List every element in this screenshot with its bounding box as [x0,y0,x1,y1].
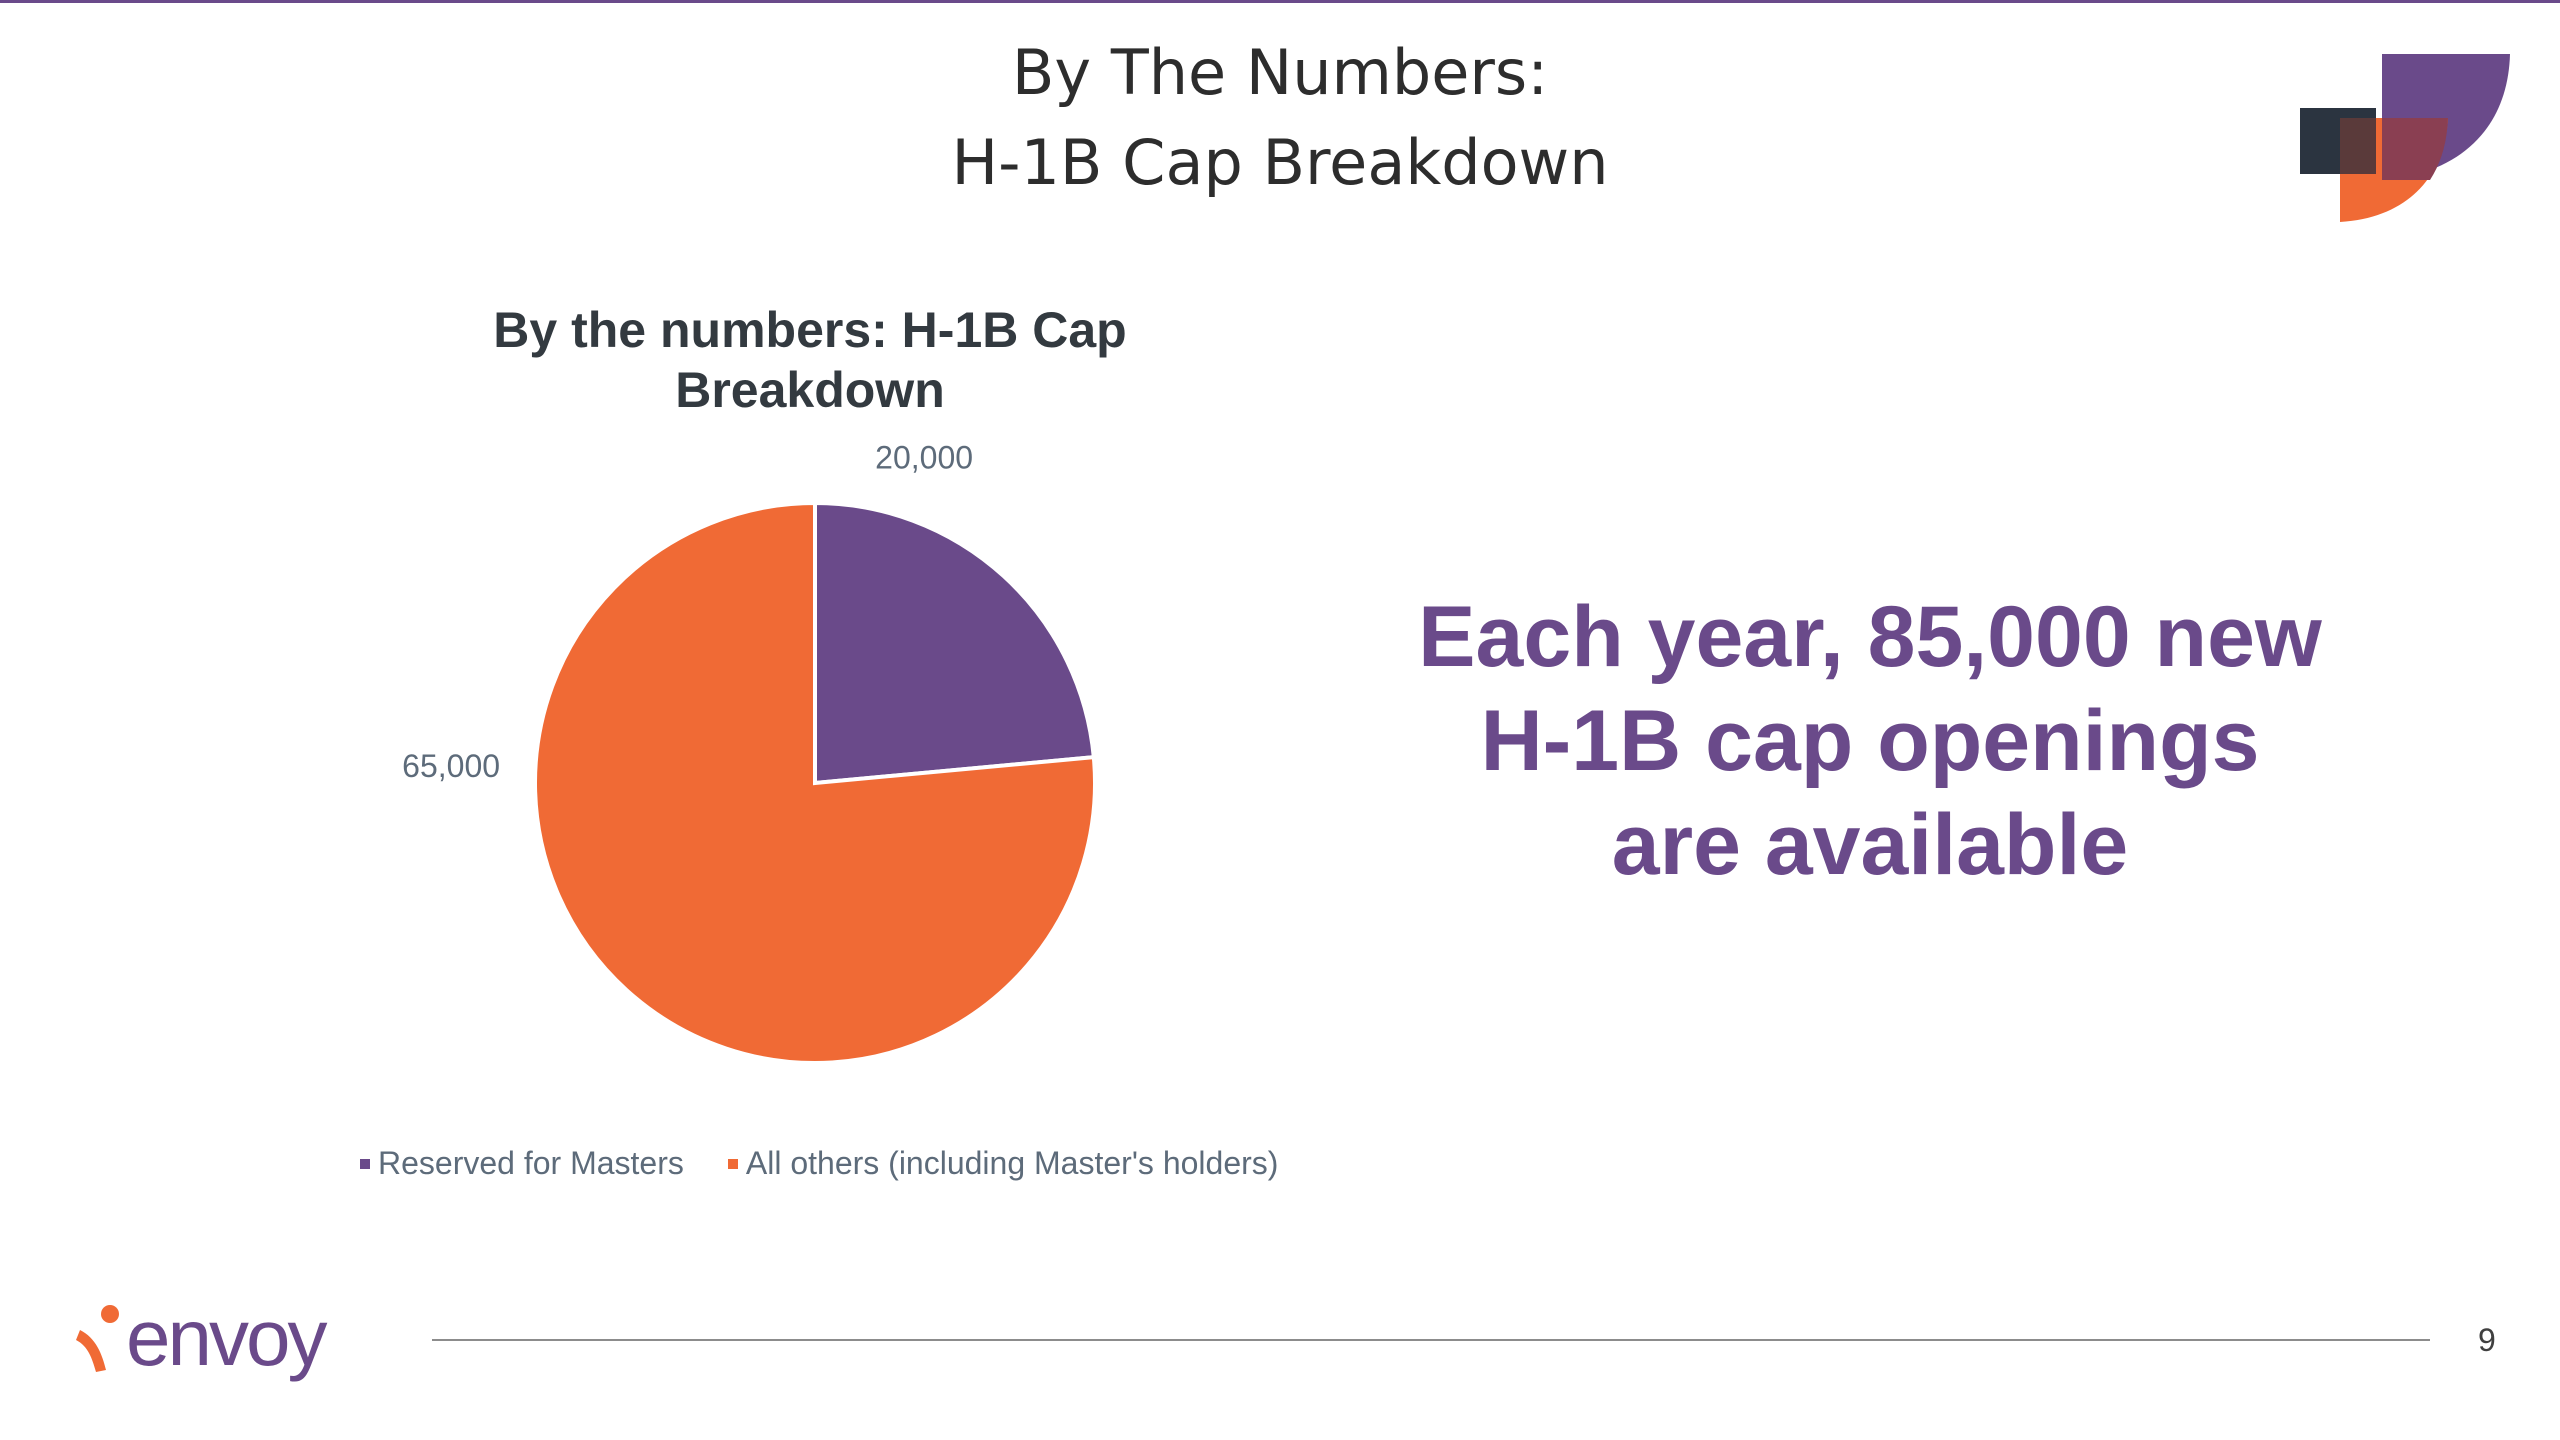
pie-slice-reserved [813,500,1096,786]
envoy-wordmark: envoy [126,1293,327,1382]
pie-chart: 20,000 65,000 [402,440,1097,1065]
chart-title-line-2: Breakdown [675,362,945,418]
callout-text: Each year, 85,000 new H-1B cap openings … [1330,585,2410,897]
footer-rule [432,1339,2430,1341]
chart-legend: Reserved for Masters All others (includi… [360,1145,1278,1182]
brand-mark-icon [2300,54,2510,222]
callout-line-2: H-1B cap openings [1480,693,2260,789]
chart-title-line-1: By the numbers: H-1B Cap [493,302,1127,358]
envoy-logo: envoy [76,1293,327,1382]
pie-slice-others [533,500,1097,1065]
legend-label-others: All others (including Master's holders) [745,1145,1279,1181]
callout-line-1: Each year, 85,000 new [1418,589,2322,685]
legend-item-reserved: Reserved for Masters [360,1145,684,1182]
slide-title: By The Numbers: H-1B Cap Breakdown [0,28,2560,208]
chart-title: By the numbers: H-1B Cap Breakdown [360,300,1260,420]
legend-label-reserved: Reserved for Masters [378,1145,684,1181]
data-label-reserved: 20,000 [875,440,973,476]
page-number: 9 [2478,1322,2496,1358]
legend-swatch-orange [727,1158,738,1169]
data-label-others: 65,000 [402,748,500,784]
top-accent-rule [0,0,2560,3]
callout-line-3: are available [1611,797,2129,893]
slide-title-line-1: By The Numbers: [1011,36,1549,109]
slide-title-line-2: H-1B Cap Breakdown [951,126,1609,199]
legend-swatch-purple [360,1158,370,1169]
legend-item-others: All others (including Master's holders) [727,1145,1279,1182]
envoy-logo-icon [76,1305,119,1372]
